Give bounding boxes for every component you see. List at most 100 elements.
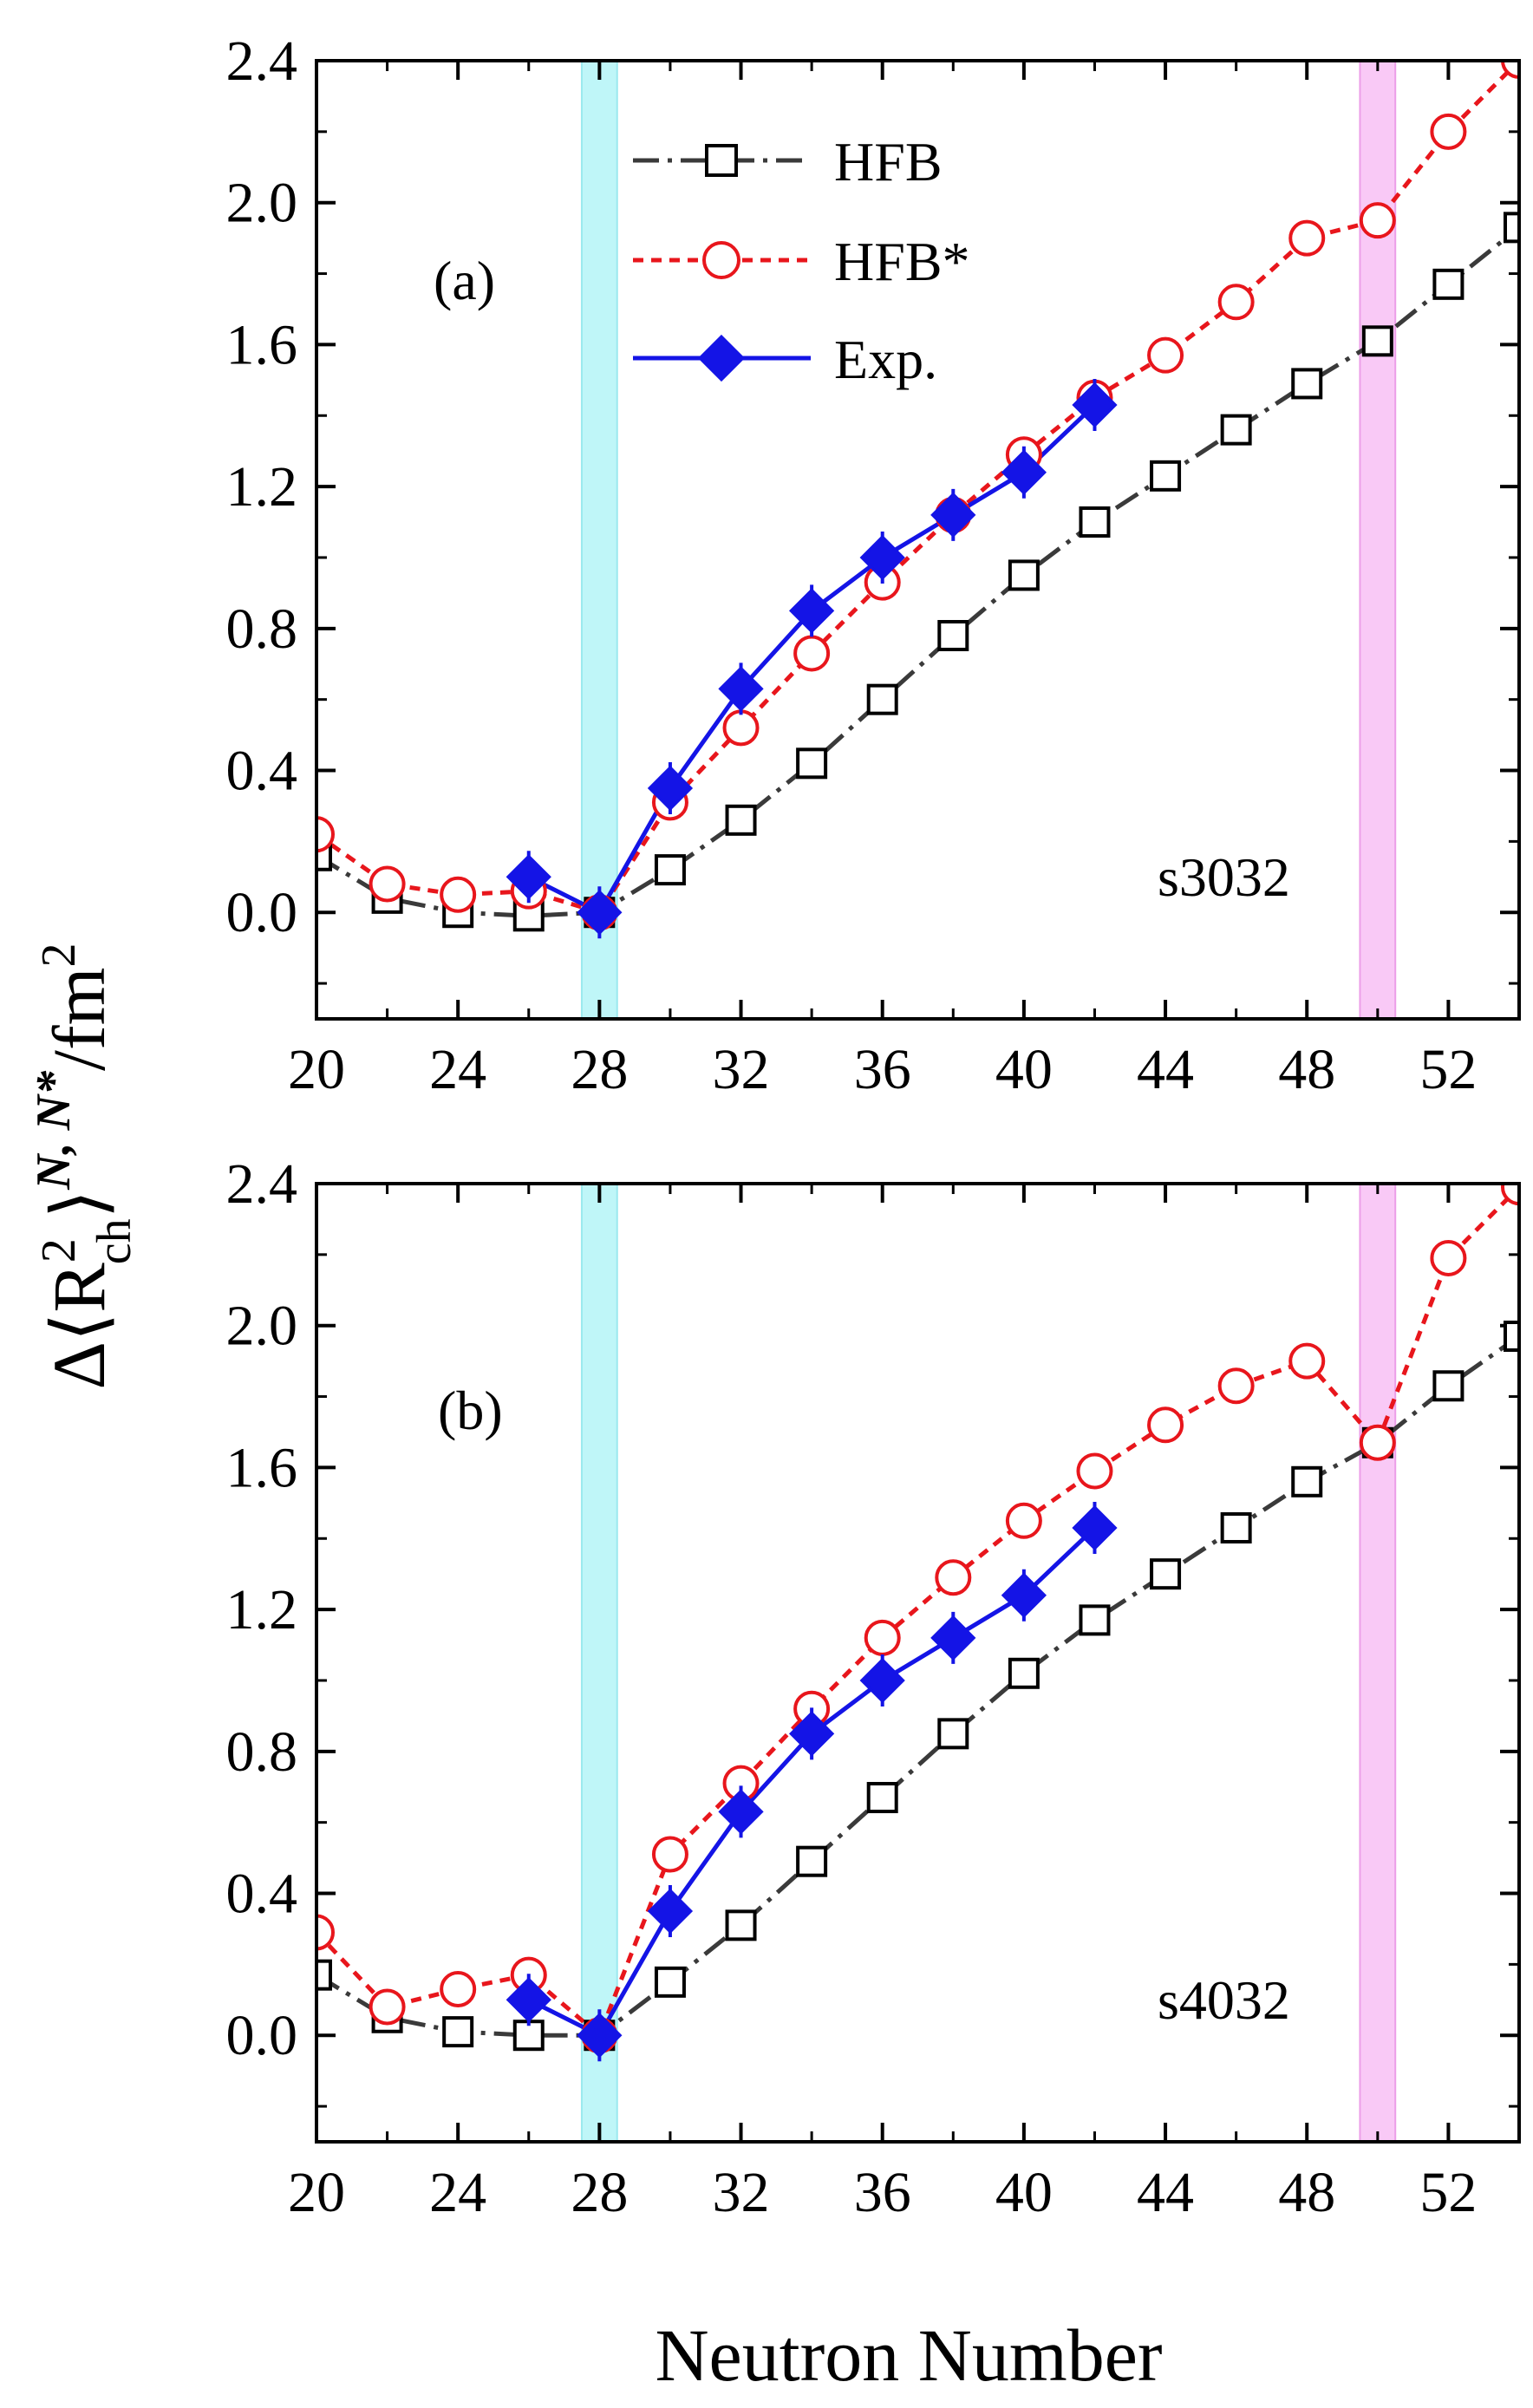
y-tick-label: 1.2	[226, 1578, 298, 1641]
diamond-marker	[506, 1977, 551, 2023]
point-hfb-star	[316, 816, 335, 853]
x-tick-label: 52	[1419, 2161, 1477, 2224]
point-hfb	[1432, 1370, 1465, 1402]
point-exp	[647, 1884, 694, 1937]
y-tick-label: 2.0	[226, 1295, 298, 1358]
x-axis-title: Neutron Number	[655, 2313, 1162, 2397]
series-markers	[316, 1184, 1519, 2062]
point-hfb	[866, 1782, 898, 1814]
x-tick-label: 20	[288, 2161, 345, 2224]
point-hfb	[937, 620, 969, 651]
point-hfb-star	[1501, 61, 1519, 79]
point-exp	[1072, 1501, 1118, 1554]
point-hfb	[1079, 1604, 1111, 1636]
diamond-marker	[577, 890, 623, 936]
diamond-marker	[718, 666, 764, 712]
point-hfb-star	[1359, 202, 1396, 239]
shaded-band-n28	[580, 1183, 618, 2143]
point-hfb	[1361, 325, 1393, 357]
point-hfb	[1220, 414, 1252, 446]
point-hfb-star	[1217, 1367, 1255, 1405]
point-hfb	[937, 1718, 969, 1750]
point-hfb	[1291, 1465, 1323, 1498]
diamond-marker	[859, 1657, 905, 1704]
x-tick-label: 52	[1419, 1038, 1477, 1101]
point-exp	[1001, 1569, 1047, 1622]
point-hfb-star	[864, 1619, 901, 1656]
y-tick-label: 1.6	[226, 1436, 298, 1499]
plot-frame	[315, 59, 1521, 1021]
legend-marker-exp	[697, 334, 746, 382]
legend-marker-hfb-star	[702, 241, 740, 279]
point-hfb	[654, 854, 686, 886]
point-hfb-star	[1076, 1452, 1113, 1490]
point-hfb-star	[1501, 1184, 1519, 1206]
legend-entry-hfb-star: HFB*	[633, 231, 970, 292]
legend-label-exp: Exp.	[834, 329, 937, 390]
point-hfb-star	[1430, 1239, 1467, 1276]
x-tick-label: 36	[854, 2161, 911, 2224]
point-hfb-star	[369, 865, 406, 903]
point-hfb	[1432, 268, 1465, 300]
axis-ticks	[315, 1182, 1519, 2142]
legend-entry-hfb: HFB	[633, 131, 943, 193]
point-hfb	[1220, 1511, 1252, 1543]
point-hfb-star	[793, 635, 831, 672]
point-hfb	[796, 1845, 828, 1877]
x-tick-label: 48	[1278, 2161, 1335, 2224]
diamond-marker	[930, 492, 976, 538]
diamond-marker	[859, 534, 905, 581]
point-hfb	[725, 804, 757, 836]
panel-label-a: (a)	[434, 250, 495, 311]
y-axis-title: Δ⟨R2ch⟩N, N*/fm2	[27, 943, 141, 1390]
point-hfb-star	[1430, 113, 1467, 150]
legend-marker-hfb	[705, 144, 738, 177]
panel-b: 20 24 28 32 36 40 44 48 520.00.40.81.21.62.02.4 …	[226, 1152, 1521, 2224]
point-exp	[718, 662, 764, 715]
point-hfb-star	[722, 709, 760, 747]
x-tick-label: 20	[288, 1038, 345, 1101]
point-exp	[506, 1974, 551, 2026]
series-lines	[316, 1185, 1519, 2038]
point-exp	[1001, 446, 1047, 499]
x-tick-label: 48	[1278, 1038, 1335, 1101]
point-hfb-star	[369, 1988, 406, 2026]
point-hfb-star	[1359, 1424, 1396, 1461]
point-hfb-star	[1147, 336, 1184, 374]
point-exp	[577, 886, 623, 939]
diamond-marker	[647, 765, 694, 812]
y-tick-label: 1.6	[226, 313, 298, 376]
diamond-marker	[577, 2013, 623, 2059]
shaded-bands	[580, 1183, 1397, 2143]
x-tick-label: 44	[1137, 1038, 1194, 1101]
point-hfb-star	[1147, 1406, 1184, 1444]
x-tick-label: 36	[854, 1038, 911, 1101]
y-tick-label: 2.4	[226, 29, 298, 93]
diamond-marker	[647, 1888, 694, 1935]
axis-ticks	[315, 59, 1519, 1019]
point-hfb	[1150, 1558, 1182, 1590]
point-hfb	[1079, 506, 1111, 538]
x-tick-label: 32	[713, 1038, 770, 1101]
point-hfb-star	[440, 876, 477, 913]
plot-frame	[315, 1182, 1521, 2144]
point-hfb	[442, 2016, 474, 2048]
point-exp	[788, 584, 835, 637]
point-exp	[718, 1785, 764, 1838]
legend-label-hfb-star: HFB*	[834, 231, 970, 292]
point-hfb-star	[651, 1836, 688, 1873]
x-tick-label: 24	[429, 1038, 486, 1101]
point-exp	[930, 488, 976, 541]
point-hfb	[725, 1909, 757, 1941]
diamond-marker	[930, 1615, 976, 1661]
legend-entry-exp: Exp.	[633, 329, 937, 390]
series-line-hfb-star	[316, 1185, 1519, 2038]
tick-labels: 20 24 28 32 36 40 44 48 52 0.0 0.4 0.8 1.2 1.6 2.0 2.4	[226, 1152, 1478, 2224]
legend-label-hfb: HFB	[834, 131, 943, 193]
point-hfb-star	[935, 1559, 972, 1596]
shaded-band-n28	[580, 60, 618, 1020]
y-tick-label: 0.8	[226, 1720, 298, 1784]
point-hfb-star	[1217, 284, 1255, 321]
diamond-marker	[1072, 382, 1118, 428]
point-hfb	[1150, 460, 1182, 492]
